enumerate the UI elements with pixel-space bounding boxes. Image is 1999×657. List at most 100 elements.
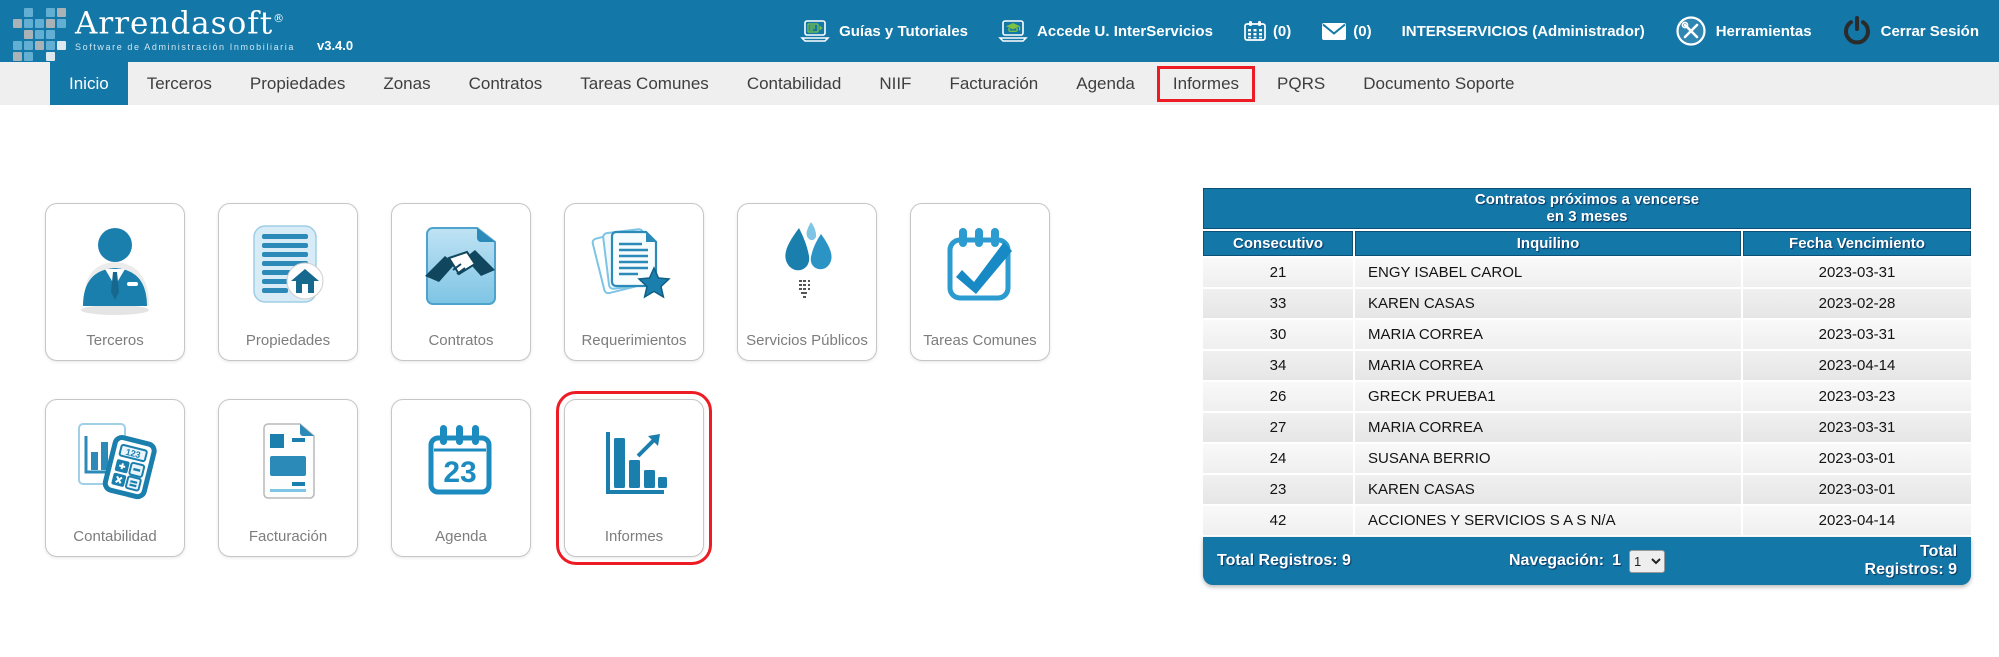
cell-fecha: 2023-03-31 (1743, 320, 1971, 349)
tiles-row-1: Terceros (45, 203, 1050, 361)
nav-tab-terceros[interactable]: Terceros (146, 73, 212, 93)
nav-tab-inicio[interactable]: Inicio (50, 62, 128, 105)
table-row: 30 MARIA CORREA 2023-03-31 (1203, 320, 1971, 349)
table-footer: Total Registros: 9 Navegación: 1 1 Total… (1203, 537, 1971, 585)
cell-inquilino: SUSANA BERRIO (1355, 444, 1741, 473)
envelope-icon (1321, 22, 1347, 41)
water-drops-icon (738, 204, 876, 332)
logout-button[interactable]: Cerrar Sesión (1842, 16, 1979, 46)
main-nav: Inicio Terceros Propiedades Zonas Contra… (0, 62, 1999, 105)
nav-tab-facturacion[interactable]: Facturación (949, 73, 1039, 93)
current-user-label: INTERSERVICIOS (Administrador) (1401, 22, 1645, 40)
tile-informes[interactable]: Informes (556, 391, 712, 565)
table-header-row: Consecutivo Inquilino Fecha Vencimiento (1203, 231, 1971, 256)
nav-tab-documento-soporte[interactable]: Documento Soporte (1363, 73, 1515, 93)
tools-menu[interactable]: Herramientas (1675, 15, 1812, 47)
total-records-right: Total Registros: 9 (1733, 543, 1957, 579)
page-select[interactable]: 1 (1629, 549, 1666, 573)
cell-inquilino: ENGY ISABEL CAROL (1355, 258, 1741, 287)
academy-link[interactable]: Accede U. InterServicios (998, 19, 1213, 43)
tile-label: Servicios Públicos (746, 332, 868, 349)
tile-requerimientos[interactable]: Requerimientos (564, 203, 704, 361)
calculator-chart-icon: 123 (46, 400, 184, 528)
nav-tab-contratos[interactable]: Contratos (468, 73, 543, 93)
tile-label: Facturación (248, 528, 328, 545)
cell-fecha: 2023-02-28 (1743, 289, 1971, 318)
cell-inquilino: ACCIONES Y SERVICIOS S A S N/A (1355, 506, 1741, 535)
cell-consecutivo: 24 (1203, 444, 1353, 473)
cell-fecha: 2023-03-31 (1743, 413, 1971, 442)
svg-text:23: 23 (443, 456, 476, 489)
documents-star-icon (565, 204, 703, 332)
table-row: 33 KAREN CASAS 2023-02-28 (1203, 289, 1971, 318)
guides-link[interactable]: Guías y Tutoriales (800, 19, 968, 43)
expiring-contracts-panel: Contratos próximos a vencerse en 3 meses… (1203, 188, 1971, 585)
cell-fecha: 2023-04-14 (1743, 506, 1971, 535)
table-title-line2: en 3 meses (1546, 208, 1628, 225)
current-page-number: 1 (1612, 552, 1622, 569)
guides-label: Guías y Tutoriales (839, 22, 969, 40)
calendar-notifications[interactable]: (0) (1243, 20, 1291, 42)
cell-fecha: 2023-03-01 (1743, 444, 1971, 473)
table-title: Contratos próximos a vencerse en 3 meses (1203, 188, 1971, 229)
nav-tab-pqrs[interactable]: PQRS (1277, 73, 1326, 93)
nav-tab-propiedades[interactable]: Propiedades (249, 73, 346, 93)
cell-inquilino: MARIA CORREA (1355, 351, 1741, 380)
tile-propiedades[interactable]: Propiedades (218, 203, 358, 361)
cell-fecha: 2023-03-23 (1743, 382, 1971, 411)
cell-fecha: 2023-03-31 (1743, 258, 1971, 287)
tile-label: Informes (604, 528, 664, 545)
nav-tab-informes[interactable]: Informes (1156, 65, 1256, 102)
nav-tab-agenda[interactable]: Agenda (1076, 73, 1135, 93)
brand-name: Arrendasoft® (75, 4, 286, 41)
nav-tab-contabilidad[interactable]: Contabilidad (746, 73, 842, 93)
messages-count: (0) (1353, 22, 1372, 40)
person-icon (46, 204, 184, 332)
table-row: 27 MARIA CORREA 2023-03-31 (1203, 413, 1971, 442)
top-bar-menu: Guías y Tutoriales Accede U. InterServic… (800, 15, 1999, 47)
cell-inquilino: MARIA CORREA (1355, 413, 1741, 442)
logo-text: Arrendasoft® Software de Administración … (75, 2, 353, 53)
total-right-line2: Registros: 9 (1864, 561, 1958, 578)
cell-consecutivo: 21 (1203, 258, 1353, 287)
tiles-row-2: 123 Contabilidad (45, 391, 1050, 565)
calendar-count: (0) (1272, 22, 1292, 40)
cell-consecutivo: 26 (1203, 382, 1353, 411)
tile-label: Requerimientos (581, 332, 687, 349)
cell-consecutivo: 23 (1203, 475, 1353, 504)
document-house-icon (219, 204, 357, 332)
tile-terceros[interactable]: Terceros (45, 203, 185, 361)
table-row: 34 MARIA CORREA 2023-04-14 (1203, 351, 1971, 380)
tile-servicios-publicos[interactable]: Servicios Públicos (737, 203, 877, 361)
tile-contabilidad[interactable]: 123 Contabilidad (45, 399, 185, 557)
cell-fecha: 2023-04-14 (1743, 351, 1971, 380)
top-bar: Arrendasoft® Software de Administración … (0, 0, 1999, 62)
nav-tab-niif[interactable]: NIIF (879, 73, 912, 93)
tile-facturacion[interactable]: Facturación (218, 399, 358, 557)
tools-label: Herramientas (1715, 22, 1812, 40)
cell-inquilino: KAREN CASAS (1355, 475, 1741, 504)
laptop-tutorials-icon (800, 19, 830, 43)
table-row: 24 SUSANA BERRIO 2023-03-01 (1203, 444, 1971, 473)
brand-logo[interactable]: Arrendasoft® Software de Administración … (0, 2, 353, 61)
column-header-inquilino: Inquilino (1355, 231, 1741, 256)
tile-label: Tareas Comunes (923, 332, 1037, 349)
calendar-icon (1243, 20, 1267, 42)
cell-inquilino: KAREN CASAS (1355, 289, 1741, 318)
cell-consecutivo: 30 (1203, 320, 1353, 349)
nav-tab-tareas-comunes[interactable]: Tareas Comunes (580, 73, 709, 93)
total-right-line1: Total (1919, 543, 1958, 560)
calendar-icon: 23 (392, 400, 530, 528)
table-title-line1: Contratos próximos a vencerse (1474, 191, 1700, 208)
power-icon (1842, 16, 1872, 46)
total-records-left: Total Registros: 9 (1217, 552, 1351, 569)
tile-tareas-comunes[interactable]: Tareas Comunes (910, 203, 1050, 361)
tile-contratos[interactable]: Contratos (391, 203, 531, 361)
messages-notifications[interactable]: (0) (1321, 22, 1372, 41)
brand-subtitle: Software de Administración Inmobiliaria (75, 41, 295, 52)
cell-inquilino: MARIA CORREA (1355, 320, 1741, 349)
tile-agenda[interactable]: 23 Agenda (391, 399, 531, 557)
nav-tab-zonas[interactable]: Zonas (383, 73, 431, 93)
bar-chart-arrow-icon (565, 400, 703, 528)
